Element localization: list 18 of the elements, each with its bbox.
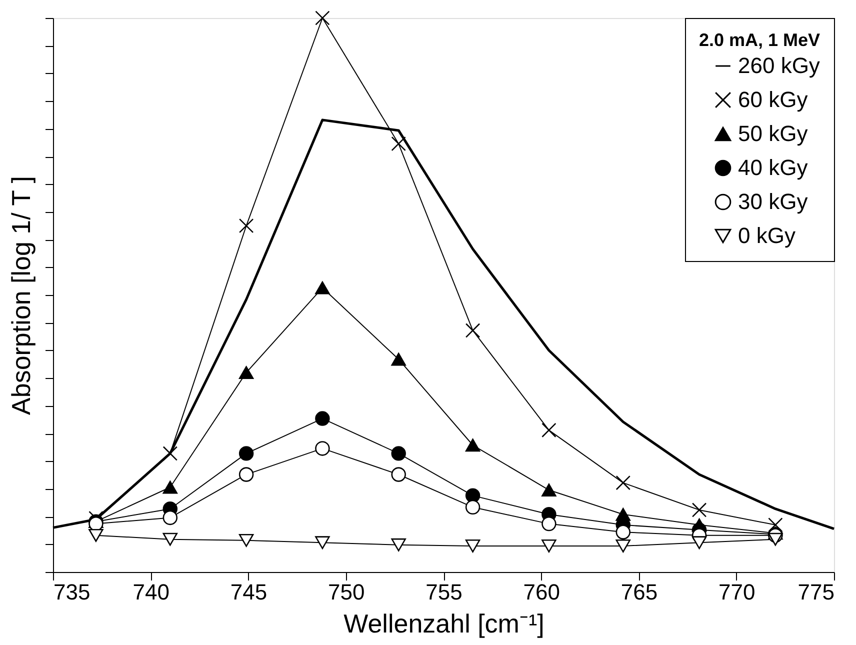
- x-tick-label: 745: [230, 580, 268, 604]
- legend-label: 0 kGy: [738, 223, 796, 248]
- x-tick-label: 770: [718, 580, 756, 604]
- legend-label: 40 kGy: [738, 155, 808, 180]
- legend-title: 2.0 mA, 1 MeV: [698, 30, 820, 50]
- x-tick-label: 755: [426, 580, 462, 604]
- x-tick-label: 775: [798, 580, 834, 604]
- x-axis-title: Wellenzahl [cm⁻¹]: [344, 608, 544, 638]
- x-tick-label: 765: [620, 580, 658, 604]
- legend-label: 60 kGy: [738, 87, 808, 112]
- legend-label: 50 kGy: [738, 121, 808, 146]
- legend-label: 30 kGy: [738, 189, 808, 214]
- x-tick-label: 735: [54, 580, 90, 604]
- legend-label: 260 kGy: [738, 53, 820, 78]
- x-tick-label: 750: [328, 580, 365, 604]
- y-axis-title: Absorption [log 1/ T ]: [6, 176, 36, 415]
- x-tick-label: 740: [132, 580, 170, 604]
- x-tick-label: 760: [523, 580, 560, 604]
